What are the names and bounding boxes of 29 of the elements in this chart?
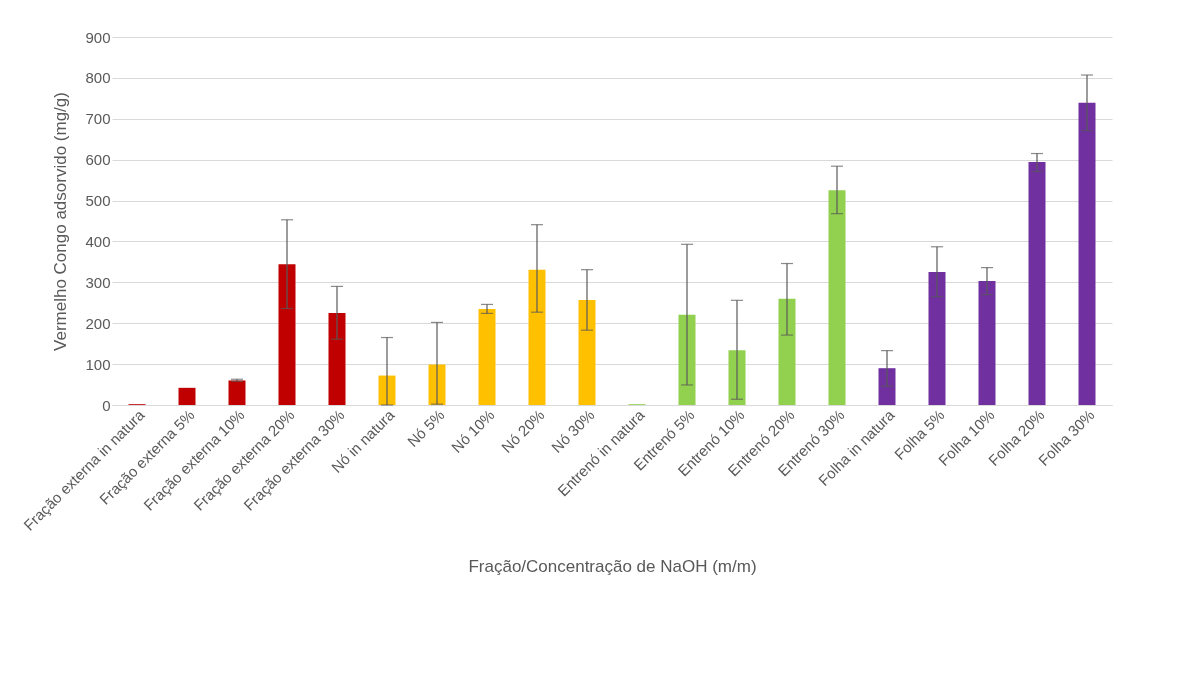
y-tick-label: 300 [85,273,111,291]
bar [578,299,596,405]
y-tick-label: 0 [102,396,111,414]
bar [978,281,996,405]
y-tick-label: 800 [85,69,111,87]
bar [228,380,246,405]
y-tick-label: 200 [85,314,111,332]
y-tick-label: 500 [85,192,111,210]
y-tick-label: 600 [85,151,111,169]
bar [528,269,546,405]
bar [178,387,196,405]
bar [878,368,896,405]
bar [278,264,296,405]
bar [1028,162,1046,405]
x-axis-title: Fração/Concentração de NaOH (m/m) [468,556,757,576]
bar [928,272,946,405]
bar [328,313,346,405]
x-tick-label: Nó 30% [547,406,598,456]
y-tick-label: 700 [85,110,111,128]
bar [828,190,846,405]
y-tick-label: 100 [85,355,111,373]
x-tick-label: Nó 10% [447,406,498,456]
y-tick-label: 900 [85,28,111,46]
x-tick-label: Nó 5% [403,406,448,450]
y-axis-title: Vermelho Congo adsorvido (mg/g) [51,92,71,351]
bar [778,298,796,405]
bar [1078,102,1096,405]
y-tick-label: 400 [85,232,111,250]
bar [478,308,496,405]
